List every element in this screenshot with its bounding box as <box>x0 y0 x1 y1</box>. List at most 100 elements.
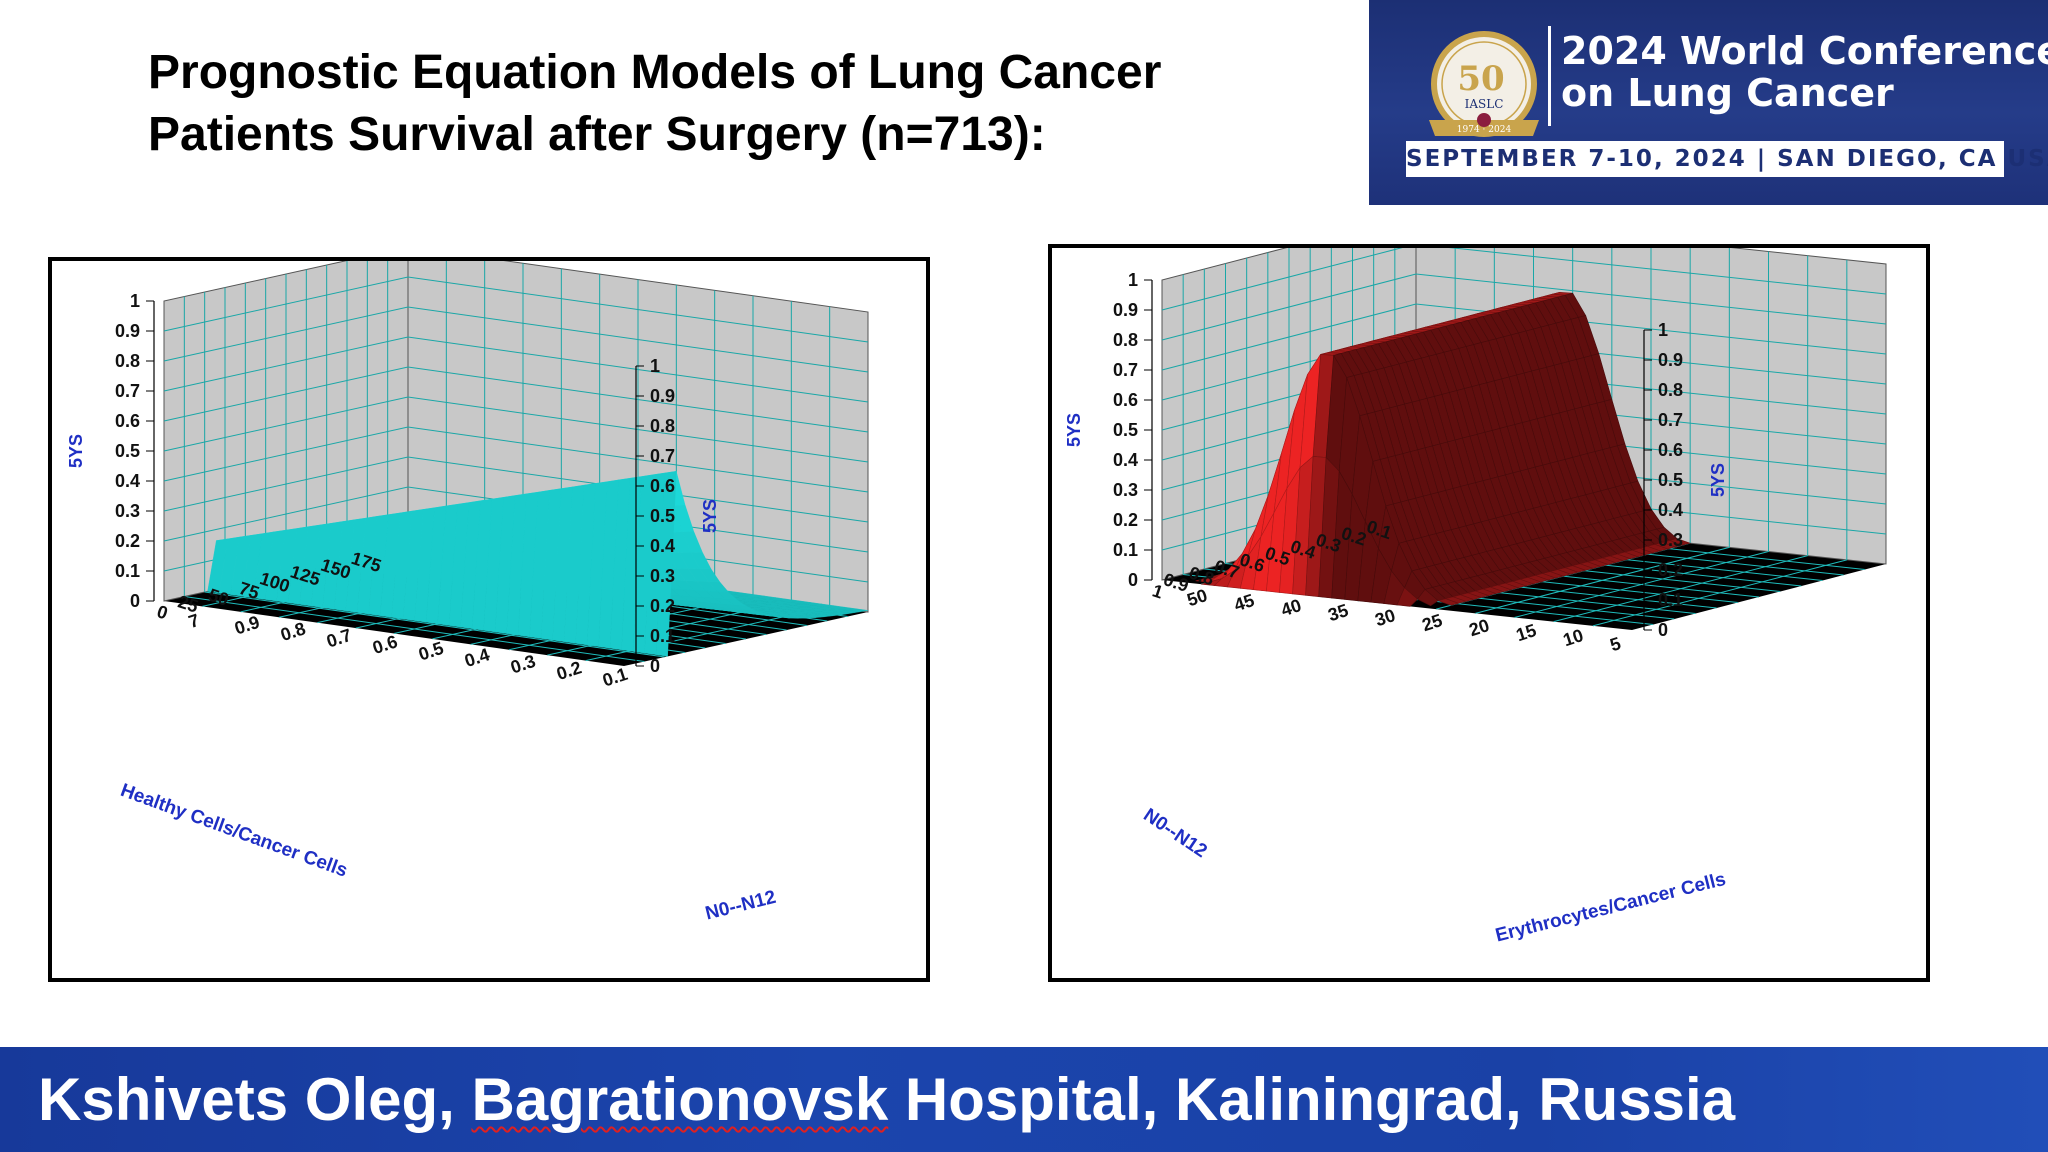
svg-text:50: 50 <box>1457 59 1504 99</box>
floor-tick-label-b: 30 <box>1373 605 1398 630</box>
z-axis-label-left: 5YS <box>1064 413 1084 447</box>
floor-tick-label-b: 0.1 <box>600 664 630 691</box>
z-tick-label-left: 1 <box>130 291 140 311</box>
z-tick-label-right: 0.8 <box>650 416 675 436</box>
floor-tick-label-b: 0.5 <box>416 638 446 665</box>
z-tick-label-left: 0.6 <box>115 411 140 431</box>
floor-axis-title-a: Healthy Cells/Cancer Cells <box>118 780 350 882</box>
floor-axis-title-b: Erythrocytes/Cancer Cells <box>1493 869 1728 947</box>
floor-tick-label-b: 25 <box>1420 610 1445 635</box>
z-tick-label-right: 0.5 <box>1658 470 1683 490</box>
floor-tick-label-b: 35 <box>1326 600 1351 625</box>
z-axis-label-left: 5YS <box>66 434 86 468</box>
z-tick-label-left: 0 <box>1128 570 1138 590</box>
svg-text:1974 · 2024: 1974 · 2024 <box>1457 125 1512 135</box>
z-tick-label-left: 0.4 <box>1113 450 1138 470</box>
z-tick-label-left: 0 <box>130 591 140 611</box>
footer-bar: Kshivets Oleg, Bagrationovsk Hospital, K… <box>0 1047 2048 1152</box>
z-tick-label-right: 1 <box>650 356 660 376</box>
z-tick-label-left: 0.3 <box>115 501 140 521</box>
surface-mesh <box>207 471 869 657</box>
floor-tick-label-b: 7 <box>186 610 202 632</box>
z-tick-label-right: 0.6 <box>1658 440 1683 460</box>
svg-text:IASLC: IASLC <box>1465 97 1504 111</box>
z-tick-label-left: 0.6 <box>1113 390 1138 410</box>
z-tick-label-left: 0.4 <box>115 471 140 491</box>
conference-banner: 50 IASLC 1974 · 2024 2024 World Conferen… <box>1369 0 2048 205</box>
surface-cell <box>1417 588 1439 607</box>
iaslc-50-seal-logo: 50 IASLC 1974 · 2024 <box>1429 31 1539 137</box>
z-tick-label-right: 0.1 <box>650 626 675 646</box>
surface-mesh <box>1195 291 1692 607</box>
floor-tick-label-b: 0.3 <box>508 651 538 678</box>
z-tick-label-left: 0.9 <box>115 321 140 341</box>
z-tick-label-left: 0.8 <box>115 351 140 371</box>
chart-panel-right: P=0.000z=a+blnx+c/y+d(lnx)²+e/y²+f(lnx)/… <box>1048 244 1930 982</box>
z-tick-label-right: 0.2 <box>1658 560 1683 580</box>
footer-hospital-word: Bagrationovsk <box>471 1066 889 1133</box>
floor-tick-label-b: 50 <box>1185 585 1210 610</box>
floor-tick-label-b: 20 <box>1467 615 1492 640</box>
z-tick-label-right: 0.4 <box>650 536 675 556</box>
floor-tick-label-a: 0 <box>154 601 170 623</box>
floor-tick-label-b: 5 <box>1608 633 1624 655</box>
z-tick-label-left: 0.1 <box>115 561 140 581</box>
slide-title: Prognostic Equation Models of Lung Cance… <box>148 42 1328 166</box>
z-axis-label-right: 5YS <box>1708 463 1728 497</box>
z-tick-label-left: 0.5 <box>115 441 140 461</box>
z-tick-label-left: 0.7 <box>1113 360 1138 380</box>
banner-title-line-1: 2024 World Conference <box>1561 29 2048 73</box>
slide-title-line-2: Patients Survival after Surgery (n=713): <box>148 108 1046 161</box>
z-tick-label-right: 0.5 <box>650 506 675 526</box>
z-tick-label-left: 0.7 <box>115 381 140 401</box>
z-tick-label-left: 0.5 <box>1113 420 1138 440</box>
floor-tick-label-b: 0.8 <box>278 618 308 645</box>
z-tick-label-left: 1 <box>1128 270 1138 290</box>
z-tick-label-right: 0.7 <box>650 446 675 466</box>
z-tick-label-right: 0.9 <box>650 386 675 406</box>
floor-tick-label-b: 15 <box>1514 620 1539 645</box>
floor-tick-label-b: 45 <box>1232 590 1257 615</box>
floor-gridline <box>1592 559 1847 627</box>
z-tick-label-right: 0.3 <box>650 566 675 586</box>
z-tick-label-right: 1 <box>1658 320 1668 340</box>
floor-tick-label-b: 0.6 <box>370 631 400 658</box>
floor-tick-label-b: 0.7 <box>324 625 354 652</box>
floor-tick-label-b: 0.2 <box>554 657 584 684</box>
surface-cell <box>655 471 677 657</box>
z-tick-label-right: 0.8 <box>1658 380 1683 400</box>
chart-panel-left: P=0.000z=a+blnx+clny+d(lnx)²+e(lny)²+fln… <box>48 257 930 982</box>
z-tick-label-right: 0.3 <box>1658 530 1683 550</box>
floor-tick-label-b: 0.4 <box>462 644 492 671</box>
banner-title: 2024 World Conference on Lung Cancer <box>1561 30 2048 114</box>
banner-dates: SEPTEMBER 7-10, 2024 | SAN DIEGO, CA USA <box>1406 141 2048 177</box>
z-tick-label-right: 0.9 <box>1658 350 1683 370</box>
z-tick-label-left: 0.8 <box>1113 330 1138 350</box>
slide-title-line-1: Prognostic Equation Models of Lung Cance… <box>148 46 1162 99</box>
z-tick-label-left: 0.2 <box>1113 510 1138 530</box>
surface-cell <box>1396 587 1418 607</box>
floor-tick-label-b: 40 <box>1279 595 1304 620</box>
banner-divider <box>1548 26 1551 126</box>
z-tick-label-right: 0.7 <box>1658 410 1683 430</box>
footer-author: Kshivets Oleg, <box>38 1066 472 1133</box>
footer-rest: Hospital, Kaliningrad, Russia <box>888 1066 1736 1133</box>
surface-cell <box>1437 598 1460 606</box>
floor-tick-label-a: 1 <box>1150 580 1166 602</box>
z-tick-label-right: 0.4 <box>1658 500 1683 520</box>
banner-title-line-2: on Lung Cancer <box>1561 71 1894 115</box>
surface-chart-left: P=0.000z=a+blnx+clny+d(lnx)²+e(lny)²+fln… <box>66 261 869 925</box>
footer-author-affiliation: Kshivets Oleg, Bagrationovsk Hospital, K… <box>38 1065 1735 1135</box>
z-tick-label-left: 0.3 <box>1113 480 1138 500</box>
z-tick-label-right: 0.2 <box>650 596 675 616</box>
z-tick-label-right: 0.1 <box>1658 590 1683 610</box>
floor-tick-label-b: 10 <box>1561 625 1586 650</box>
z-axis-label-right: 5YS <box>700 499 720 533</box>
floor-axis-title-a: N0--N12 <box>1139 805 1210 863</box>
floor-tick-label-b: 0.9 <box>232 612 262 639</box>
z-tick-label-right: 0 <box>1658 620 1668 640</box>
z-tick-label-right: 0 <box>650 656 660 676</box>
z-tick-label-left: 0.2 <box>115 531 140 551</box>
z-tick-label-right: 0.6 <box>650 476 675 496</box>
floor-axis-title-b: N0--N12 <box>703 887 778 925</box>
